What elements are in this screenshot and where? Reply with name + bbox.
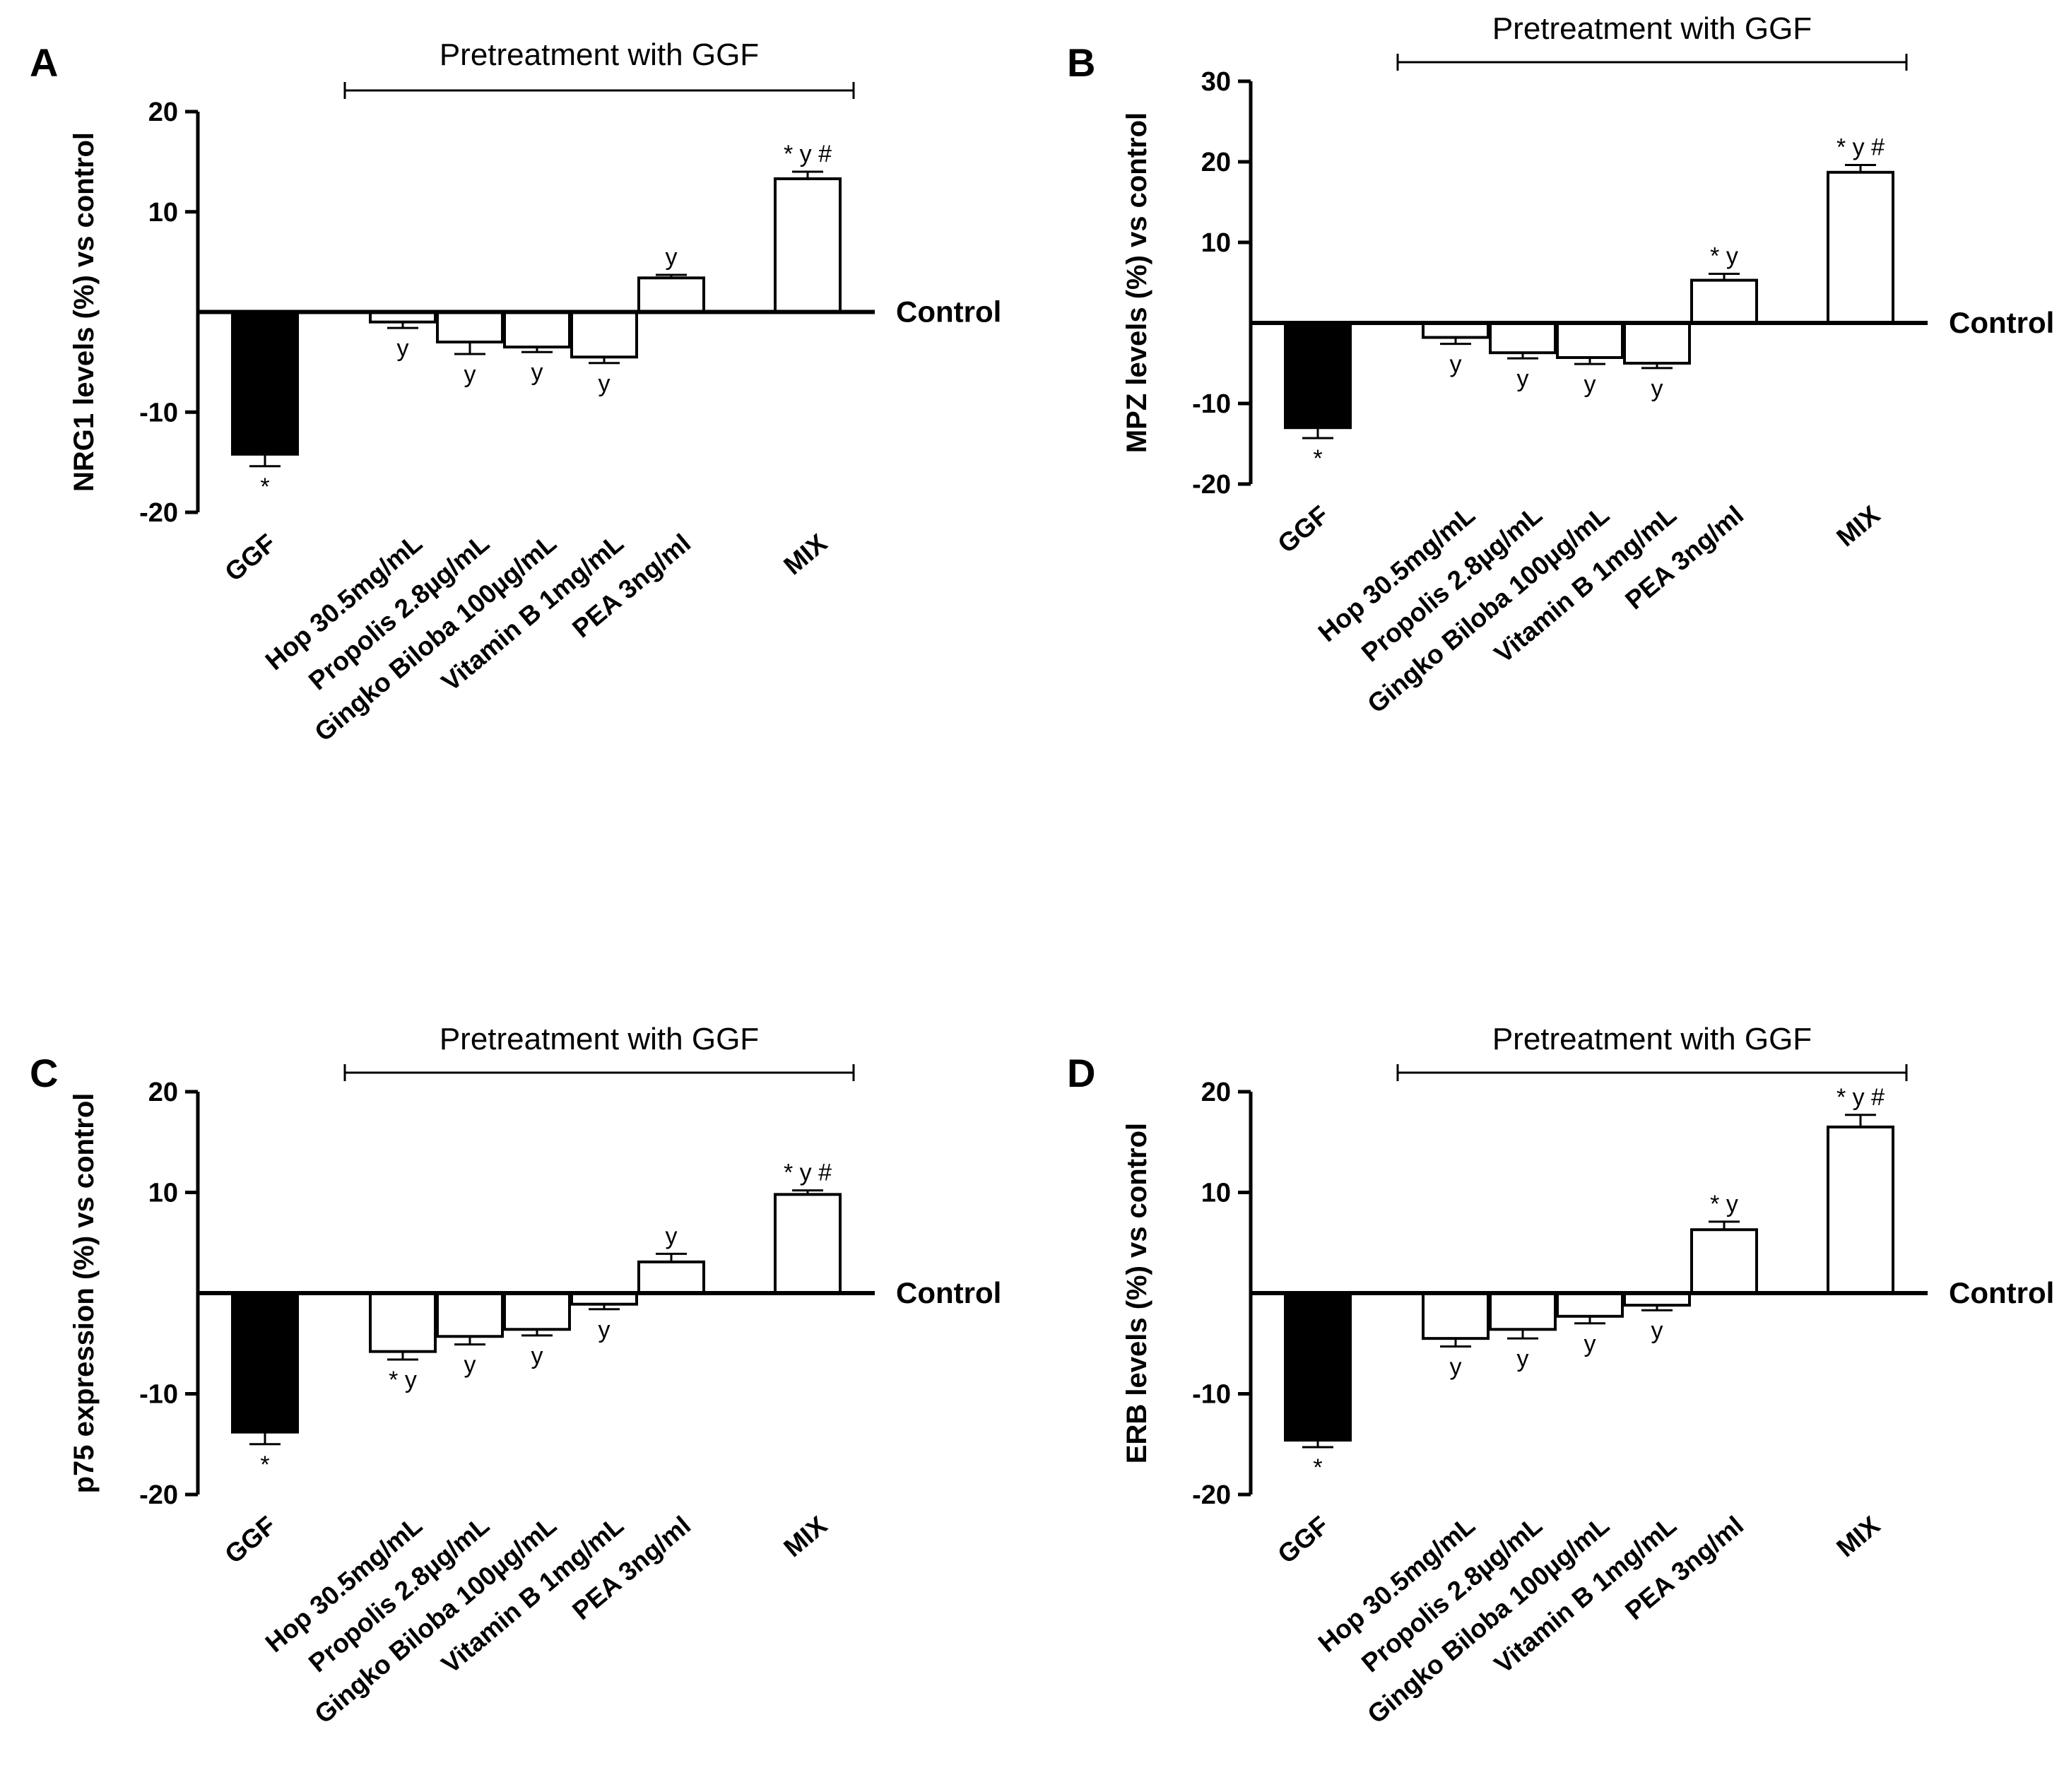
bar-treatment bbox=[1690, 278, 1758, 324]
bar-ggf bbox=[231, 1292, 299, 1434]
bracket-label: Pretreatment with GGF bbox=[440, 37, 759, 72]
panel-c: C Pretreatment with GGF 20 10 -10 -20 p75 expr… bbox=[30, 1022, 1001, 1729]
y-tick-label: -20 bbox=[1192, 1480, 1231, 1510]
y-tick-label: -10 bbox=[1192, 389, 1231, 419]
bar-treatment bbox=[637, 1260, 705, 1295]
bar-treatment bbox=[774, 177, 842, 314]
significance-annotation: * y # bbox=[784, 1160, 832, 1186]
significance-annotation: y bbox=[1651, 1317, 1663, 1344]
category-label: GGF bbox=[219, 529, 281, 587]
y-tick-label: -20 bbox=[139, 498, 178, 528]
bar-treatment bbox=[1827, 170, 1894, 324]
bar-treatment bbox=[1690, 1228, 1758, 1295]
significance-annotation: y bbox=[1651, 375, 1663, 402]
y-tick-label: 10 bbox=[1201, 1179, 1231, 1208]
panel-letter: C bbox=[30, 1051, 58, 1095]
bar-treatment bbox=[570, 310, 638, 359]
control-label: Control bbox=[1949, 306, 2054, 339]
y-tick-label: -20 bbox=[139, 1480, 178, 1510]
y-axis-label: MPZ levels (%) vs control bbox=[1121, 112, 1152, 453]
significance-annotation: * y # bbox=[1836, 1084, 1885, 1111]
significance-annotation: y bbox=[1517, 1345, 1529, 1372]
significance-annotation: y bbox=[531, 1343, 543, 1369]
y-axis-label: NRG1 levels (%) vs control bbox=[69, 132, 100, 492]
category-label: GGF bbox=[1272, 1511, 1334, 1569]
significance-annotation: * y # bbox=[1836, 134, 1885, 161]
y-tick-label: 10 bbox=[148, 198, 178, 228]
significance-annotation: y bbox=[666, 244, 678, 271]
bar-treatment bbox=[436, 310, 504, 344]
y-axis-label: p75 expression (%) vs control bbox=[69, 1093, 100, 1494]
control-label: Control bbox=[896, 295, 1001, 329]
bracket-label: Pretreatment with GGF bbox=[440, 1022, 759, 1056]
control-label: Control bbox=[896, 1276, 1001, 1309]
significance-annotation: * y bbox=[389, 1367, 417, 1393]
y-tick-label: 10 bbox=[148, 1179, 178, 1208]
significance-annotation: y bbox=[464, 361, 476, 388]
significance-annotation: y bbox=[598, 1316, 611, 1343]
bracket-label: Pretreatment with GGF bbox=[1492, 1022, 1812, 1056]
y-tick-label: 20 bbox=[148, 1078, 178, 1107]
significance-annotation: * y bbox=[1710, 1191, 1738, 1218]
category-label: GGF bbox=[219, 1511, 281, 1569]
bar-ggf bbox=[1284, 322, 1352, 430]
significance-annotation: y bbox=[598, 370, 611, 397]
significance-annotation: * y # bbox=[784, 141, 832, 167]
significance-annotation: y bbox=[1584, 1331, 1596, 1357]
bar-treatment bbox=[1422, 322, 1490, 339]
y-tick-label: -10 bbox=[1192, 1380, 1231, 1410]
panel-b: B Pretreatment with GGF 30 20 10 -10 -20 MPZ le… bbox=[1067, 11, 2054, 719]
bar-treatment bbox=[1422, 1292, 1490, 1340]
significance-annotation: y bbox=[1584, 371, 1596, 398]
significance-annotation: y bbox=[531, 359, 543, 386]
bar-treatment bbox=[503, 1292, 571, 1331]
control-label: Control bbox=[1949, 1276, 2054, 1309]
bar-ggf bbox=[231, 310, 299, 456]
bar-treatment bbox=[369, 1292, 437, 1353]
bar-treatment bbox=[1556, 1292, 1624, 1318]
significance-annotation: y bbox=[1450, 1354, 1462, 1381]
significance-annotation: y bbox=[1450, 351, 1462, 378]
significance-annotation: y bbox=[464, 1352, 476, 1379]
bar-treatment bbox=[436, 1292, 504, 1338]
significance-annotation: * bbox=[1313, 1454, 1322, 1481]
category-label: MIX bbox=[1831, 500, 1885, 553]
bar-treatment bbox=[774, 1193, 842, 1295]
panel-d: D Pretreatment with GGF 20 10 -10 -20 ERB leve… bbox=[1067, 1022, 2054, 1729]
significance-annotation: * bbox=[1313, 445, 1322, 472]
panel-a: A Pretreatment with GGF 20 10 -10 -20 NRG1 lev… bbox=[30, 37, 1001, 747]
significance-annotation: * bbox=[260, 1451, 269, 1478]
y-axis-label: ERB levels (%) vs control bbox=[1121, 1123, 1152, 1463]
significance-annotation: y bbox=[1517, 365, 1529, 392]
y-tick-label: 10 bbox=[1201, 228, 1231, 258]
significance-annotation: * bbox=[260, 473, 269, 500]
y-tick-label: -20 bbox=[1192, 470, 1231, 500]
bracket-label: Pretreatment with GGF bbox=[1492, 11, 1812, 46]
bar-treatment bbox=[1623, 322, 1691, 365]
y-tick-label: 20 bbox=[148, 98, 178, 127]
panel-letter: A bbox=[30, 40, 58, 85]
bar-treatment bbox=[637, 276, 705, 314]
bar-treatment bbox=[1489, 322, 1557, 355]
y-tick-label: -10 bbox=[139, 1380, 178, 1410]
bar-treatment bbox=[503, 310, 571, 349]
y-tick-label: -10 bbox=[139, 398, 178, 428]
panel-letter: D bbox=[1067, 1051, 1095, 1095]
bar-treatment bbox=[1489, 1292, 1557, 1331]
significance-annotation: * y bbox=[1710, 242, 1738, 269]
bar-ggf bbox=[1284, 1292, 1352, 1442]
category-label: MIX bbox=[778, 1511, 832, 1563]
significance-annotation: y bbox=[397, 335, 409, 362]
y-tick-label: 30 bbox=[1201, 67, 1231, 97]
bar-treatment bbox=[1827, 1125, 1894, 1295]
category-label: MIX bbox=[1831, 1511, 1885, 1563]
significance-annotation: y bbox=[666, 1222, 678, 1249]
category-label: GGF bbox=[1272, 500, 1334, 559]
category-label: MIX bbox=[778, 529, 832, 581]
bar-treatment bbox=[1556, 322, 1624, 360]
y-tick-label: 20 bbox=[1201, 1078, 1231, 1107]
panel-letter: B bbox=[1067, 40, 1095, 85]
y-tick-label: 20 bbox=[1201, 148, 1231, 177]
